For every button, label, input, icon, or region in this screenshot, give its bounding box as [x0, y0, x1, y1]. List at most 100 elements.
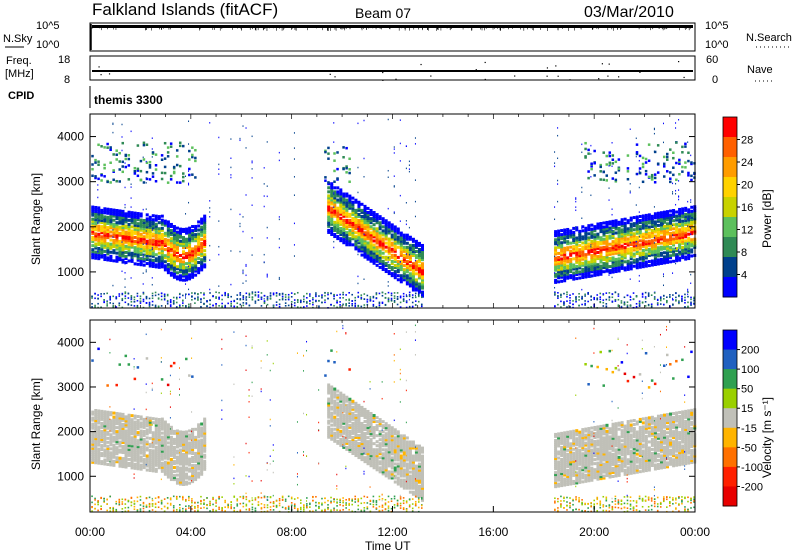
velocity-cell — [115, 446, 119, 450]
power-cell — [248, 296, 251, 298]
velocity-cell — [106, 436, 110, 440]
velocity-cell — [109, 419, 113, 423]
power-cell — [293, 176, 295, 178]
velocity-cell — [121, 436, 125, 440]
power-cell — [127, 233, 131, 237]
velocity-cell — [124, 415, 128, 419]
velocity-cell — [154, 449, 158, 453]
power-cell — [369, 249, 373, 253]
power-cell — [194, 156, 197, 160]
power-cell — [659, 257, 663, 261]
power-cell — [139, 212, 143, 216]
power-cell — [590, 167, 593, 171]
power-cell — [396, 274, 400, 278]
power-cell — [103, 229, 107, 233]
power-cell — [653, 248, 657, 252]
power-cell — [611, 250, 615, 254]
power-cell — [572, 230, 576, 234]
power-cell — [169, 174, 173, 178]
power-cell — [375, 235, 379, 239]
power-cell — [142, 227, 146, 231]
power-cell — [587, 252, 591, 256]
power-cell — [115, 297, 118, 299]
velocity-cell — [130, 454, 134, 458]
power-cell — [381, 243, 385, 247]
power-cell — [569, 299, 571, 302]
power-cell — [590, 244, 592, 246]
power-cell — [641, 162, 645, 166]
power-cell — [617, 167, 621, 170]
power-cell — [121, 170, 125, 174]
power-cell — [124, 224, 128, 228]
power-cell — [351, 233, 355, 237]
velocity-cell — [103, 448, 107, 452]
power-cell — [203, 243, 207, 247]
power-cell — [396, 235, 400, 239]
power-cell — [390, 294, 393, 297]
velocity-cell — [94, 419, 98, 423]
power-cell — [635, 264, 639, 268]
power-cell — [369, 211, 373, 215]
power-cell — [572, 226, 576, 230]
velocity-cell — [124, 459, 128, 463]
power-cell — [145, 243, 147, 245]
power-cell — [578, 276, 582, 280]
power-cell — [605, 237, 609, 241]
power-cell — [275, 301, 278, 303]
power-cell — [357, 212, 361, 216]
power-cell — [593, 261, 597, 265]
power-cell — [124, 257, 128, 261]
power-cell — [678, 224, 682, 228]
velocity-cell — [91, 450, 95, 454]
velocity-cell — [133, 368, 135, 370]
power-cell — [590, 231, 594, 235]
power-cell — [653, 206, 655, 208]
power-cell — [626, 247, 630, 251]
power-cell — [617, 245, 621, 249]
power-cell — [629, 247, 633, 251]
power-cell — [393, 259, 397, 263]
power-cell — [139, 297, 142, 300]
power-cell — [154, 238, 158, 242]
power-cell — [411, 276, 415, 280]
power-cell — [172, 231, 176, 235]
power-cell — [118, 227, 122, 231]
power-cell — [635, 223, 639, 227]
power-cell — [587, 176, 590, 180]
power-cell — [587, 272, 591, 276]
power-cell — [593, 257, 597, 261]
power-cell — [554, 248, 558, 252]
power-cell — [278, 216, 280, 218]
power-cell — [160, 263, 164, 267]
velocity-cell — [142, 421, 146, 425]
power-cell — [587, 242, 591, 246]
velocity-cell — [115, 500, 118, 503]
power-cell — [675, 226, 679, 230]
power-cell — [614, 245, 618, 249]
power-cell — [185, 283, 187, 285]
power-cell — [593, 259, 597, 263]
velocity-cell — [130, 444, 134, 448]
power-cell — [94, 212, 98, 216]
power-cell — [414, 243, 418, 247]
power-cell — [590, 256, 594, 260]
power-cell — [287, 293, 290, 296]
power-cell — [363, 245, 367, 249]
velocity-cell — [118, 432, 122, 436]
freq-sample — [484, 78, 486, 81]
velocity-cell — [100, 452, 104, 456]
power-cell — [629, 230, 633, 234]
velocity-cell — [103, 426, 107, 430]
velocity-cell — [133, 358, 135, 360]
power-cell — [650, 303, 653, 306]
power-cell — [647, 243, 651, 247]
power-cell — [175, 255, 179, 259]
power-cell — [644, 226, 648, 230]
power-cell — [653, 214, 657, 218]
power-cell — [632, 224, 636, 228]
power-cell — [584, 275, 588, 279]
power-cell — [151, 277, 153, 279]
power-cell — [142, 229, 146, 233]
power-cell — [641, 253, 645, 257]
power-cell — [172, 302, 175, 304]
